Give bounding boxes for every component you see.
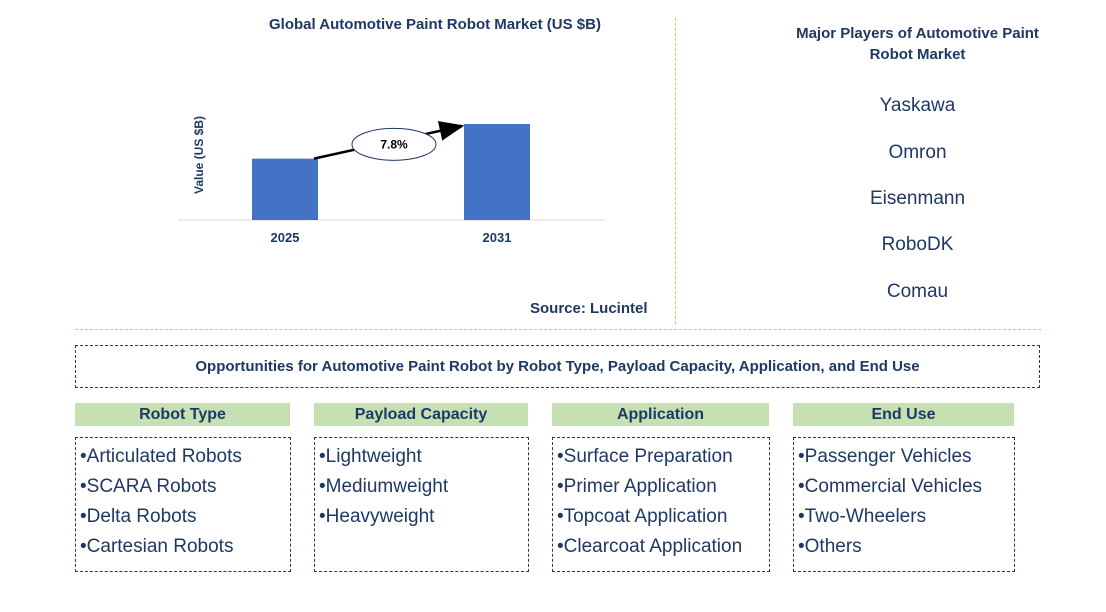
- player-item: Comau: [886, 281, 949, 302]
- list-item: Commercial Vehicles: [798, 472, 1014, 502]
- list-item: Others: [798, 532, 1014, 562]
- player-item: RoboDK: [881, 234, 954, 255]
- player-item: Yaskawa: [879, 95, 956, 116]
- category-list-end-use: Passenger Vehicles Commercial Vehicles T…: [793, 437, 1015, 572]
- y-axis-label: Value (US $B): [192, 116, 206, 194]
- player-item: Omron: [888, 142, 947, 163]
- bar-2031: [464, 124, 530, 220]
- list-item: Cartesian Robots: [80, 532, 290, 562]
- list-item: Topcoat Application: [557, 502, 769, 532]
- players-title: Major Players of Automotive Paint Robot …: [796, 25, 1039, 63]
- list-item: Passenger Vehicles: [798, 442, 1014, 472]
- bar-2025: [252, 158, 318, 220]
- list-item: Mediumweight: [319, 472, 528, 502]
- category-header-robot-type: Robot Type: [75, 403, 290, 426]
- list-item: Clearcoat Application: [557, 532, 769, 562]
- source-label: Source: Lucintel: [530, 300, 648, 317]
- x-tick-label: 2025: [271, 230, 300, 245]
- category-header-end-use: End Use: [793, 403, 1014, 426]
- list-item: Heavyweight: [319, 502, 528, 532]
- x-tick-label: 2031: [483, 230, 512, 245]
- list-item: Lightweight: [319, 442, 528, 472]
- opportunities-banner: Opportunities for Automotive Paint Robot…: [75, 345, 1040, 388]
- list-item: Articulated Robots: [80, 442, 290, 472]
- list-item: Two-Wheelers: [798, 502, 1014, 532]
- cagr-ellipse: [351, 127, 437, 161]
- chart-title: Global Automotive Paint Robot Market (US…: [269, 16, 601, 33]
- category-list-application: Surface Preparation Primer Application T…: [552, 437, 770, 572]
- opportunities-title: Opportunities for Automotive Paint Robot…: [195, 358, 920, 375]
- category-header-payload-capacity: Payload Capacity: [314, 403, 528, 426]
- horizontal-divider: [75, 329, 1041, 330]
- category-list-robot-type: Articulated Robots SCARA Robots Delta Ro…: [75, 437, 291, 572]
- player-item: Eisenmann: [869, 188, 966, 209]
- list-item: Primer Application: [557, 472, 769, 502]
- list-item: Delta Robots: [80, 502, 290, 532]
- list-item: SCARA Robots: [80, 472, 290, 502]
- bar-chart: Value (US $B) 2025 2031 7.8%: [178, 116, 605, 245]
- category-header-application: Application: [552, 403, 769, 426]
- category-list-payload-capacity: Lightweight Mediumweight Heavyweight: [314, 437, 529, 572]
- cagr-label: 7.8%: [380, 137, 408, 151]
- vertical-divider: [675, 18, 676, 324]
- list-item: Surface Preparation: [557, 442, 769, 472]
